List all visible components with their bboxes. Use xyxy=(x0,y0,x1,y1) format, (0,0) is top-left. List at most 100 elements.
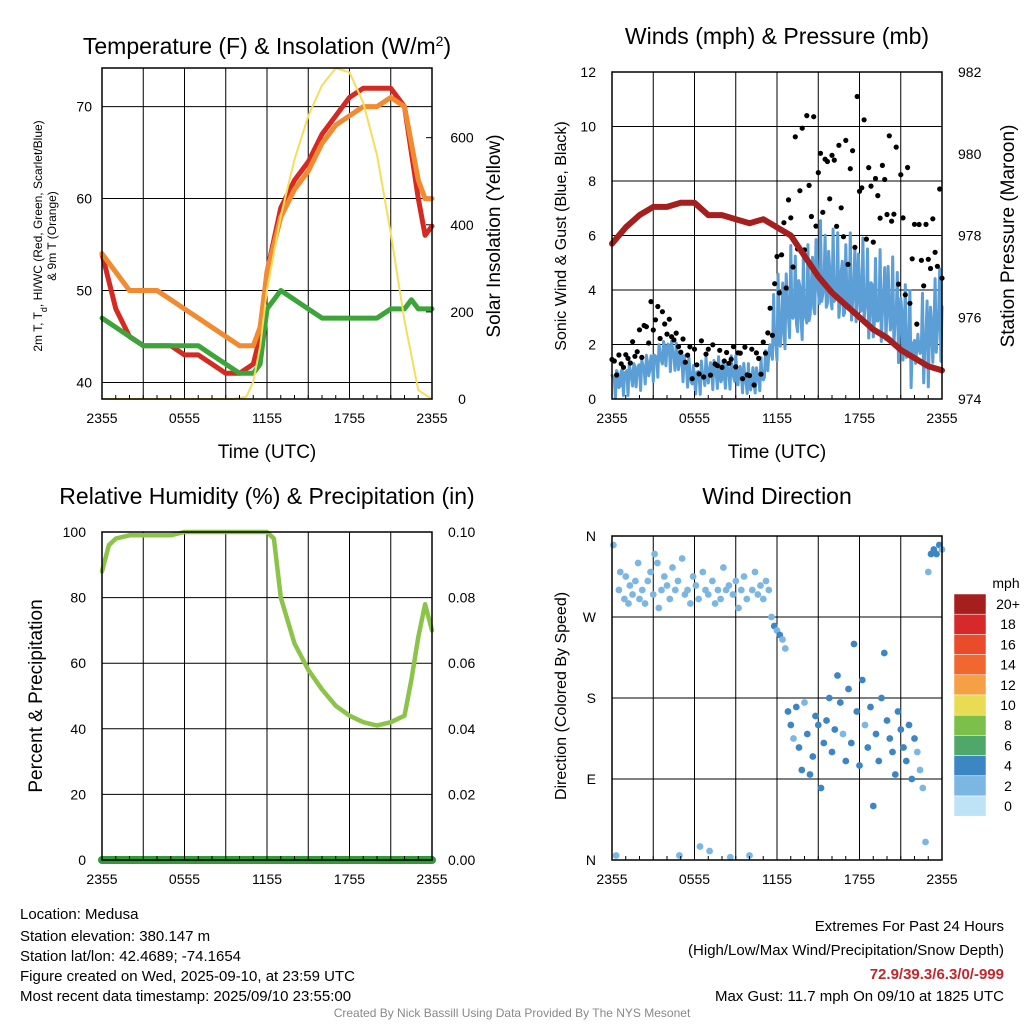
winds-gust-point xyxy=(927,265,934,272)
winds-gust-point xyxy=(902,292,908,298)
wind-direction-point xyxy=(717,595,724,603)
winds-gust-point xyxy=(696,371,702,377)
winds-gust-point xyxy=(900,215,906,221)
legend-label: 14 xyxy=(1000,657,1016,673)
temperature-x-axis-label: Time (UTC) xyxy=(218,442,317,463)
winds-gust-point xyxy=(847,166,853,172)
wind-direction-point xyxy=(655,604,663,612)
wind-direction-point xyxy=(919,784,927,792)
winds-gust-point xyxy=(868,183,874,189)
wind-direction-point xyxy=(720,564,727,571)
winds-gust-point xyxy=(911,221,918,227)
temperature-series-td xyxy=(99,288,435,376)
winds-gust-point xyxy=(753,350,760,356)
wind-direction-point xyxy=(913,748,921,756)
wind-direction-point xyxy=(687,600,694,607)
wind-direction-point xyxy=(839,730,847,738)
winds-y2-tick-label: 974 xyxy=(958,391,982,407)
winds-gust-point xyxy=(907,300,913,306)
legend-swatch xyxy=(953,755,987,777)
wind-direction-point xyxy=(762,577,770,585)
wind-direction-y-tick-label: N xyxy=(586,528,596,544)
winds-gust-point xyxy=(845,261,851,267)
winds-gust-point xyxy=(889,218,895,224)
winds-gust-point xyxy=(820,209,826,215)
legend-label: 16 xyxy=(1000,636,1016,652)
winds-gust-point xyxy=(740,376,746,382)
wind-direction-point xyxy=(880,649,888,657)
wind-direction-y-tick-label: E xyxy=(587,771,596,787)
legend-swatch xyxy=(953,714,987,736)
winds-gust-point xyxy=(655,303,661,310)
winds-gust-point xyxy=(717,347,723,353)
wind-direction-point xyxy=(916,766,924,774)
wind-direction-point xyxy=(647,568,654,576)
humidity-y2-tick-label: 0.04 xyxy=(448,721,475,737)
winds-gust-point xyxy=(758,371,764,377)
wind-direction-point xyxy=(872,730,880,738)
winds-gust-point xyxy=(742,344,748,350)
winds-gust-point xyxy=(886,133,892,139)
info-recent: Most recent data timestamp: 2025/09/10 2… xyxy=(20,988,352,1005)
winds-gust-point xyxy=(630,339,636,345)
wind-direction-point xyxy=(625,600,632,607)
winds-gust-point xyxy=(614,372,620,378)
winds-gust-point xyxy=(694,362,700,368)
wind-direction-point xyxy=(666,595,674,603)
wind-direction-point xyxy=(641,600,649,607)
wind-direction-point xyxy=(743,595,751,603)
wind-direction-point xyxy=(737,586,745,594)
temperature-title: Temperature (F) & Insolation (W/m2) xyxy=(83,33,451,59)
winds-gust-point xyxy=(634,349,640,355)
wind-direction-point xyxy=(781,645,789,652)
winds-x-tick-label: 1755 xyxy=(844,410,875,426)
winds-gust-point xyxy=(765,330,771,336)
wind-direction-point xyxy=(787,721,795,729)
wind-direction-point xyxy=(654,559,661,567)
wind-direction-point xyxy=(684,586,691,594)
winds-y2-axis-label: Station Pressure (Maroon) xyxy=(998,125,1019,348)
winds-gust-point xyxy=(799,125,805,131)
wind-direction-point xyxy=(644,577,652,585)
wind-direction-point xyxy=(900,744,907,751)
wind-direction-point xyxy=(801,699,808,706)
wind-direction-title: Wind Direction xyxy=(702,483,852,509)
temperature-plot-area xyxy=(99,67,435,400)
winds-gust-point xyxy=(834,223,840,229)
humidity-title: Relative Humidity (%) & Precipitation (i… xyxy=(59,483,474,509)
wind-direction-y-tick-label: W xyxy=(583,609,597,625)
wind-direction-point xyxy=(729,591,737,598)
wind-direction-point xyxy=(765,586,773,594)
temperature-y-tick-label: 70 xyxy=(76,99,92,115)
winds-gust-point xyxy=(620,364,627,370)
winds-x-tick-label: 1155 xyxy=(762,410,792,426)
winds-title: Winds (mph) & Pressure (mb) xyxy=(625,23,929,49)
winds-gust-point xyxy=(854,93,860,100)
winds-gust-point xyxy=(733,364,739,370)
wind-direction-point xyxy=(678,555,686,562)
legend-label: 12 xyxy=(1000,677,1016,693)
wind-direction-point xyxy=(704,591,712,598)
humidity-y-tick-label: 100 xyxy=(63,524,87,540)
temperature-series-9m-t xyxy=(99,94,435,349)
legend-label: 8 xyxy=(1004,717,1012,733)
winds-gust-point xyxy=(831,157,837,163)
winds-gust-point xyxy=(893,144,899,150)
legend-title: mph xyxy=(992,575,1019,591)
wind-direction-point xyxy=(740,573,748,580)
wind-direction-point xyxy=(626,582,634,589)
winds-gust-point xyxy=(783,285,789,291)
wind-direction-point xyxy=(768,613,775,621)
legend-label: 2 xyxy=(1004,778,1012,794)
winds-gust-point xyxy=(662,321,668,327)
wind-direction-point xyxy=(757,582,764,589)
humidity-y2-tick-label: 0.02 xyxy=(448,786,475,802)
winds-y-tick-label: 12 xyxy=(580,64,596,80)
wind-direction-point xyxy=(726,853,734,861)
winds-gust-point xyxy=(843,137,849,143)
temperature-series-solar-insolation xyxy=(101,67,433,400)
winds-gust-point xyxy=(698,338,705,344)
winds-gust-point xyxy=(937,186,943,192)
winds-gust-point xyxy=(815,170,821,176)
wind-direction-point xyxy=(825,694,833,702)
